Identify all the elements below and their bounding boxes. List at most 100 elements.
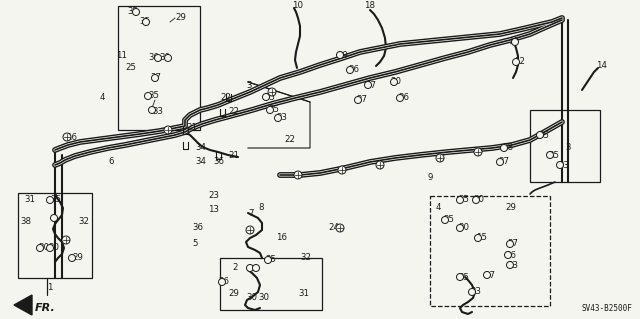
Circle shape — [68, 255, 76, 262]
Text: 36: 36 — [192, 224, 203, 233]
Circle shape — [474, 234, 481, 241]
Text: 34: 34 — [195, 143, 206, 152]
Circle shape — [365, 81, 371, 88]
Text: 35: 35 — [139, 17, 150, 26]
Text: 23: 23 — [208, 190, 219, 199]
Circle shape — [506, 241, 513, 248]
Text: 34: 34 — [195, 158, 206, 167]
Circle shape — [472, 197, 479, 204]
Circle shape — [62, 236, 70, 244]
Circle shape — [164, 55, 172, 62]
Text: 36: 36 — [348, 65, 359, 75]
Bar — [530, 110, 600, 182]
Text: 18: 18 — [364, 2, 375, 11]
Circle shape — [355, 97, 362, 103]
Text: 3: 3 — [246, 80, 252, 90]
Text: 11: 11 — [116, 50, 127, 60]
Circle shape — [253, 264, 259, 271]
Text: 22: 22 — [228, 108, 239, 116]
Circle shape — [63, 133, 71, 141]
Text: 32: 32 — [300, 253, 311, 262]
Circle shape — [557, 161, 563, 168]
Circle shape — [246, 264, 253, 271]
Circle shape — [145, 93, 152, 100]
Text: 36: 36 — [398, 93, 409, 102]
Circle shape — [474, 148, 482, 156]
Circle shape — [154, 55, 161, 62]
Text: 33: 33 — [558, 160, 569, 169]
Text: 6: 6 — [108, 158, 113, 167]
Circle shape — [497, 159, 504, 166]
Circle shape — [468, 288, 476, 295]
Text: 9: 9 — [428, 173, 433, 182]
Circle shape — [336, 224, 344, 232]
Text: 25: 25 — [125, 63, 136, 71]
Circle shape — [547, 152, 554, 159]
Text: 30: 30 — [458, 224, 469, 233]
Text: 33: 33 — [276, 114, 287, 122]
Text: 35: 35 — [50, 196, 61, 204]
Bar — [220, 258, 322, 310]
Circle shape — [275, 115, 282, 122]
Text: 37: 37 — [356, 95, 367, 105]
Text: 37: 37 — [507, 240, 518, 249]
Text: 35: 35 — [458, 196, 469, 204]
Circle shape — [47, 197, 54, 204]
Text: 33: 33 — [507, 261, 518, 270]
Circle shape — [152, 75, 159, 81]
Text: 7: 7 — [248, 209, 253, 218]
Text: 30: 30 — [38, 243, 49, 253]
Text: 29: 29 — [505, 204, 516, 212]
Text: 27: 27 — [365, 80, 376, 90]
Text: 29: 29 — [72, 254, 83, 263]
Circle shape — [47, 244, 54, 251]
Circle shape — [511, 39, 518, 46]
Text: 37: 37 — [150, 73, 161, 83]
Polygon shape — [14, 295, 32, 315]
Text: 30: 30 — [246, 293, 257, 302]
Circle shape — [262, 93, 269, 100]
Text: 8: 8 — [258, 204, 264, 212]
Circle shape — [500, 145, 508, 152]
Text: 26: 26 — [505, 250, 516, 259]
Text: 17: 17 — [484, 271, 495, 279]
Text: 4: 4 — [100, 93, 106, 101]
Circle shape — [264, 256, 271, 263]
Circle shape — [148, 107, 156, 114]
Text: 30: 30 — [148, 54, 159, 63]
Text: 33: 33 — [470, 287, 481, 296]
Text: 35: 35 — [268, 106, 279, 115]
Text: 22: 22 — [284, 136, 295, 145]
Text: 31: 31 — [298, 288, 309, 298]
Circle shape — [397, 94, 403, 101]
Circle shape — [164, 126, 172, 134]
Text: 37: 37 — [498, 158, 509, 167]
Text: 35: 35 — [538, 130, 549, 139]
Text: 30: 30 — [258, 293, 269, 302]
Circle shape — [294, 171, 302, 179]
Text: 30: 30 — [473, 196, 484, 204]
Text: 35: 35 — [148, 91, 159, 100]
Circle shape — [456, 273, 463, 280]
Text: 20: 20 — [390, 78, 401, 86]
Circle shape — [132, 9, 140, 16]
Text: 35: 35 — [443, 216, 454, 225]
Text: 3: 3 — [565, 144, 570, 152]
Text: 15: 15 — [476, 234, 487, 242]
Text: 29: 29 — [228, 288, 239, 298]
Text: 19: 19 — [337, 50, 348, 60]
Circle shape — [483, 271, 490, 278]
Text: 1: 1 — [47, 284, 52, 293]
Text: 21: 21 — [228, 151, 239, 160]
Text: 13: 13 — [208, 205, 219, 214]
Text: 16: 16 — [276, 234, 287, 242]
Text: 16: 16 — [66, 133, 77, 143]
Bar — [118, 6, 200, 130]
Text: 30: 30 — [48, 243, 59, 253]
Text: 35: 35 — [127, 8, 138, 17]
Circle shape — [338, 166, 346, 174]
Bar — [430, 196, 550, 306]
Circle shape — [268, 88, 276, 96]
Circle shape — [436, 154, 444, 162]
Text: 35: 35 — [265, 256, 276, 264]
